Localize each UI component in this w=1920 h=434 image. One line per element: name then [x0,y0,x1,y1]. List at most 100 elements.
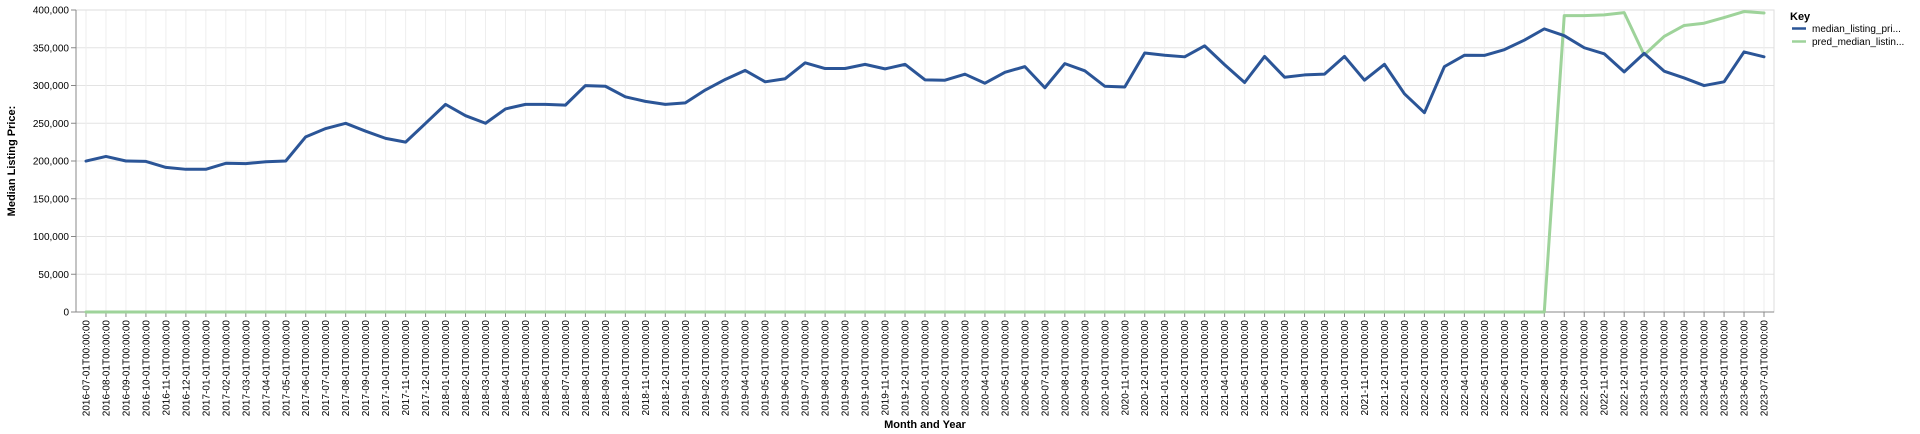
x-tick-label: 2023-04-01T00:00:00 [1700,320,1711,417]
x-tick-label: 2019-12-01T00:00:00 [901,320,912,417]
x-tick-label: 2016-08-01T00:00:00 [101,320,112,417]
x-tick-label: 2019-02-01T00:00:00 [701,320,712,417]
legend-label: median_listing_pri... [1812,24,1901,35]
grid-lines [75,9,1775,313]
x-tick-label: 2016-12-01T00:00:00 [181,320,192,417]
x-tick-label: 2021-04-01T00:00:00 [1220,320,1231,417]
x-tick-label: 2021-08-01T00:00:00 [1300,320,1311,417]
x-tick-label: 2023-03-01T00:00:00 [1680,320,1691,417]
x-tick-label: 2018-06-01T00:00:00 [541,320,552,417]
x-tick-label: 2019-06-01T00:00:00 [781,320,792,417]
series-line-1 [84,27,1766,171]
x-tick-label: 2021-11-01T00:00:00 [1360,320,1371,416]
y-tick-label: 300,000 [33,81,70,92]
x-tick-label: 2023-01-01T00:00:00 [1640,320,1651,417]
x-tick-label: 2017-09-01T00:00:00 [361,320,372,417]
x-tick-label: 2019-07-01T00:00:00 [801,320,812,417]
x-tick-label: 2021-09-01T00:00:00 [1320,320,1331,417]
x-tick-label: 2021-07-01T00:00:00 [1280,320,1291,417]
x-tick-label: 2017-05-01T00:00:00 [281,320,292,417]
x-tick-label: 2017-11-01T00:00:00 [401,320,412,416]
x-tick-label: 2022-07-01T00:00:00 [1520,320,1531,417]
x-tick-label: 2018-08-01T00:00:00 [581,320,592,417]
x-tick-label: 2021-10-01T00:00:00 [1340,320,1351,417]
y-tick-label: 400,000 [33,6,70,17]
x-tick-label: 2016-07-01T00:00:00 [81,320,92,417]
x-tick-label: 2021-12-01T00:00:00 [1380,320,1391,417]
x-tick-label: 2020-01-01T00:00:00 [921,320,932,417]
x-tick-label: 2016-09-01T00:00:00 [121,320,132,417]
x-tick-label: 2021-02-01T00:00:00 [1180,320,1191,417]
y-tick-label: 350,000 [33,43,70,54]
y-tick-label: 250,000 [33,119,70,130]
x-tick-label: 2018-05-01T00:00:00 [521,320,532,417]
x-tick-label: 2020-08-01T00:00:00 [1060,320,1071,417]
x-tick-label: 2022-12-01T00:00:00 [1620,320,1631,417]
axes: 0 50,000 100,000 150,000 200,000 250,000 300,0… [33,6,1774,417]
x-tick-label: 2020-12-01T00:00:00 [1140,320,1151,417]
x-tick-label: 2019-01-01T00:00:00 [681,320,692,417]
x-tick-label: 2022-02-01T00:00:00 [1420,320,1431,417]
x-tick-label: 2020-11-01T00:00:00 [1120,320,1131,416]
x-tick-label: 2018-12-01T00:00:00 [661,320,672,417]
x-tick-label: 2023-02-01T00:00:00 [1660,320,1671,417]
x-tick-label: 2017-10-01T00:00:00 [381,320,392,417]
x-tick-label: 2020-06-01T00:00:00 [1020,320,1031,417]
x-tick-label: 2018-11-01T00:00:00 [641,320,652,416]
x-tick-label: 2022-03-01T00:00:00 [1440,320,1451,417]
x-tick-label: 2022-05-01T00:00:00 [1480,320,1491,417]
x-tick-label: 2019-05-01T00:00:00 [761,320,772,417]
x-tick-label: 2018-10-01T00:00:00 [621,320,632,417]
x-tick-label: 2017-06-01T00:00:00 [301,320,312,417]
legend: Key median_listing_pri... pred_median_lis… [1790,11,1904,48]
y-tick-label: 150,000 [33,194,70,205]
y-tick-label: 100,000 [33,232,70,243]
x-tick-label: 2016-11-01T00:00:00 [161,320,172,416]
x-tick-label: 2021-03-01T00:00:00 [1200,320,1211,417]
x-tick-label: 2016-10-01T00:00:00 [141,320,152,417]
legend-label: pred_median_listin... [1812,37,1904,48]
x-tick-label: 2022-04-01T00:00:00 [1460,320,1471,417]
x-tick-label: 2020-10-01T00:00:00 [1100,320,1111,417]
x-tick-label: 2021-06-01T00:00:00 [1260,320,1271,417]
x-tick-label: 2017-02-01T00:00:00 [221,320,232,417]
x-tick-label: 2019-11-01T00:00:00 [881,320,892,416]
x-tick-label: 2018-07-01T00:00:00 [561,320,572,417]
x-tick-label: 2017-04-01T00:00:00 [261,320,272,417]
x-tick-label: 2020-02-01T00:00:00 [940,320,951,417]
x-tick-label: 2022-10-01T00:00:00 [1580,320,1591,417]
series-line-2 [84,10,1766,314]
y-tick-label: 0 [63,308,69,319]
y-tick-label: 200,000 [33,157,70,168]
series-lines [84,10,1766,314]
x-tick-label: 2018-04-01T00:00:00 [501,320,512,417]
x-tick-label: 2022-06-01T00:00:00 [1500,320,1511,417]
x-tick-label: 2019-09-01T00:00:00 [841,320,852,417]
x-tick-label: 2020-07-01T00:00:00 [1040,320,1051,417]
x-tick-label: 2022-11-01T00:00:00 [1600,320,1611,416]
x-tick-label: 2018-03-01T00:00:00 [481,320,492,417]
x-tick-label: 2017-01-01T00:00:00 [201,320,212,417]
x-tick-label: 2020-09-01T00:00:00 [1080,320,1091,417]
x-axis-title: Month and Year [884,419,966,431]
x-tick-label: 2023-07-01T00:00:00 [1760,320,1771,417]
x-tick-label: 2021-01-01T00:00:00 [1160,320,1171,417]
x-tick-label: 2018-09-01T00:00:00 [601,320,612,417]
x-tick-label: 2017-07-01T00:00:00 [321,320,332,417]
x-tick-label: 2019-10-01T00:00:00 [861,320,872,417]
x-tick-label: 2022-09-01T00:00:00 [1560,320,1571,417]
x-tick-label: 2017-03-01T00:00:00 [241,320,252,417]
legend-title: Key [1790,11,1811,23]
x-tick-label: 2021-05-01T00:00:00 [1240,320,1251,417]
x-tick-label: 2022-08-01T00:00:00 [1540,320,1551,417]
x-tick-label: 2020-03-01T00:00:00 [960,320,971,417]
y-axis-title: Median Listing Price: [6,106,18,217]
x-tick-label: 2022-01-01T00:00:00 [1400,320,1411,417]
x-tick-label: 2018-01-01T00:00:00 [441,320,452,417]
x-tick-label: 2018-02-01T00:00:00 [461,320,472,417]
x-tick-label: 2019-03-01T00:00:00 [721,320,732,417]
y-tick-label: 50,000 [38,270,69,281]
x-tick-label: 2023-05-01T00:00:00 [1720,320,1731,417]
x-tick-label: 2019-08-01T00:00:00 [821,320,832,417]
